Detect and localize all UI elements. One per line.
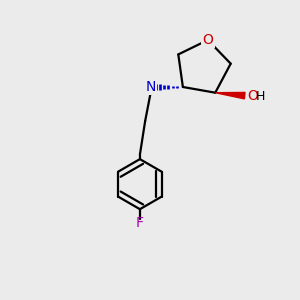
Text: H: H [256,90,265,103]
Text: F: F [136,216,144,230]
Text: O: O [202,33,213,47]
Polygon shape [215,92,245,99]
Text: N: N [145,80,156,94]
Text: O: O [247,88,258,103]
Text: H: H [145,79,154,92]
